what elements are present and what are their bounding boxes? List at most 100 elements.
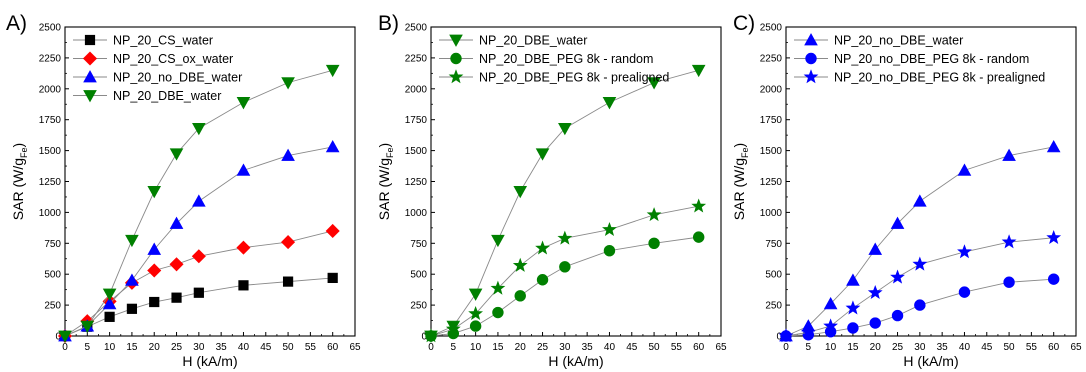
- data-point: [867, 284, 883, 300]
- series-line: [785, 278, 1054, 337]
- legend-label: NP_20_DBE_PEG 8k - prealigned: [479, 71, 669, 85]
- x-tick-label: 20: [515, 342, 527, 353]
- data-point: [490, 280, 506, 295]
- series-line: [64, 69, 333, 337]
- x-tick-label: 60: [693, 342, 705, 353]
- x-tick-label: 65: [349, 342, 361, 353]
- legend-label: NP_20_no_DBE_PEG 8k - prealigned: [834, 71, 1045, 85]
- y-tick-label: 500: [44, 270, 61, 281]
- data-point: [1047, 273, 1060, 285]
- legend-marker: [805, 52, 817, 65]
- data-point: [281, 77, 295, 90]
- data-point: [171, 292, 182, 303]
- y-tick-label: 1500: [405, 146, 428, 157]
- y-axis-label: SAR (W/gFe): [731, 143, 750, 220]
- data-point: [912, 256, 928, 271]
- y-tick-label: 500: [765, 270, 782, 281]
- x-tick-label: 50: [649, 342, 661, 353]
- legend-marker: [83, 70, 97, 83]
- data-point: [102, 296, 117, 310]
- x-tick-label: 25: [537, 342, 549, 353]
- legend-marker: [803, 69, 819, 84]
- y-tick-label: 1500: [760, 146, 783, 157]
- data-point: [80, 320, 95, 334]
- series-line: [64, 277, 333, 337]
- legend-label: NP_20_no_DBE_water: [834, 34, 963, 48]
- data-point: [536, 274, 549, 286]
- data-point: [958, 286, 971, 298]
- data-point: [647, 77, 661, 90]
- x-tick-label: 5: [806, 342, 812, 353]
- x-tick-label: 15: [492, 342, 504, 353]
- data-point: [125, 234, 139, 248]
- data-point: [147, 186, 162, 199]
- y-tick-label: 1250: [39, 177, 62, 188]
- x-tick-label: 45: [626, 342, 638, 353]
- data-point: [147, 242, 162, 255]
- y-axis-label-main: SAR (W/g: [731, 158, 747, 220]
- series-line: [785, 237, 1054, 337]
- legend-item: NP_20_CS_ox_water: [73, 51, 233, 66]
- y-tick-label: 1750: [39, 115, 62, 126]
- x-tick-label: 50: [283, 342, 295, 353]
- chart-panel-2: B) 0 5 10 15 20 25 30 35 40 45 50 55 60 65 0 250 500 750 10…: [376, 12, 727, 369]
- legend-item: NP_20_no_DBE_PEG 8k - random: [794, 52, 1029, 66]
- y-axis-label-subscript: Fe: [19, 147, 29, 158]
- x-tick-label: 40: [604, 342, 616, 353]
- x-tick-label: 15: [126, 342, 138, 353]
- data-point: [514, 290, 526, 302]
- legend-marker: [804, 33, 818, 46]
- y-tick-label: 250: [410, 301, 427, 312]
- data-point: [1046, 139, 1061, 153]
- data-point: [823, 296, 838, 310]
- y-tick-label: 2500: [405, 23, 428, 34]
- x-tick-label: 65: [1070, 342, 1082, 353]
- x-tick-label: 30: [559, 342, 571, 353]
- y-tick-label: 750: [44, 239, 61, 250]
- x-tick-label: 30: [193, 342, 205, 353]
- data-point: [423, 328, 439, 343]
- y-axis-label-main: SAR (W/g: [10, 158, 26, 220]
- legend-label: NP_20_no_DBE_PEG 8k - random: [834, 52, 1029, 66]
- x-tick-label: 20: [870, 342, 882, 353]
- x-tick-label: 5: [85, 342, 91, 353]
- series-3: [423, 198, 707, 343]
- data-point: [557, 230, 573, 245]
- y-tick-label: 1500: [39, 146, 62, 157]
- y-tick-label: 1750: [760, 115, 783, 126]
- y-axis-label-main: SAR (W/g: [376, 158, 392, 220]
- y-tick-label: 2250: [760, 53, 783, 64]
- legend-marker: [448, 69, 464, 84]
- data-point: [692, 231, 705, 243]
- data-point: [646, 207, 662, 222]
- y-axis-label: SAR (W/gFe): [10, 143, 29, 220]
- data-point: [282, 276, 294, 287]
- panel-label: A): [6, 12, 27, 35]
- series-3: [58, 139, 340, 342]
- x-tick-label: 10: [825, 342, 837, 353]
- data-point: [147, 263, 162, 278]
- legend-label: NP_20_DBE_water: [113, 89, 221, 103]
- series-line: [785, 146, 1054, 337]
- x-tick-label: 60: [1048, 342, 1060, 353]
- data-point: [778, 328, 794, 343]
- x-tick-label: 50: [1004, 342, 1016, 353]
- series-4: [58, 64, 340, 343]
- chart-panel-3: C) 0 5 10 15 20 25 30 35 40 45 50 55 60 65 0 250 500 750 10…: [731, 12, 1082, 369]
- x-tick-label: 45: [981, 342, 993, 353]
- data-point: [236, 240, 251, 255]
- y-tick-label: 2500: [760, 23, 783, 34]
- data-point: [58, 330, 72, 343]
- data-point: [281, 148, 295, 161]
- y-axis-label-subscript: Fe: [385, 147, 395, 158]
- data-point: [102, 288, 117, 301]
- y-tick-label: 750: [410, 239, 427, 250]
- data-point: [845, 300, 861, 315]
- legend-label: NP_20_no_DBE_water: [113, 71, 242, 85]
- data-point: [602, 221, 617, 236]
- legend-marker: [82, 51, 98, 66]
- y-tick-label: 1000: [405, 208, 428, 219]
- data-point: [325, 223, 340, 238]
- data-point: [847, 322, 859, 334]
- y-tick-label: 1000: [39, 208, 62, 219]
